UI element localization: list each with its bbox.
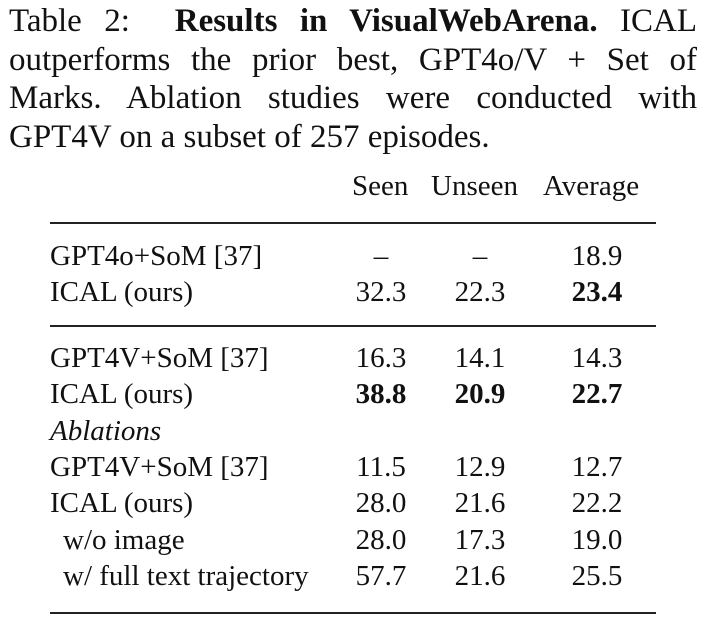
row-label: GPT4o+SoM [37] [50, 240, 263, 272]
table-caption: Table 2: Results in VisualWebArena. ICAL… [9, 2, 697, 156]
cell-seen: 57.7 [355, 560, 407, 592]
cell-average: 23.4 [571, 276, 623, 308]
caption-title: Results in VisualWebArena. [174, 3, 598, 39]
cell-average: 22.7 [571, 378, 623, 410]
cell-unseen: 12.9 [454, 451, 506, 483]
column-header-average: Average [543, 170, 640, 202]
section-header-row: Ablations [0, 413, 715, 449]
row-label: ICAL (ours) [50, 378, 194, 410]
row-label: w/ full text trajectory [63, 560, 309, 592]
cell-unseen: 17.3 [454, 524, 506, 556]
table-row: ICAL (ours) 32.3 22.3 23.4 [0, 274, 715, 310]
table-row: w/ full text trajectory 57.7 21.6 25.5 [0, 558, 715, 594]
mid-rule [50, 325, 656, 327]
cell-average: 14.3 [571, 342, 623, 374]
row-label: GPT4V+SoM [37] [50, 451, 269, 483]
bottom-rule [50, 612, 656, 614]
cell-average: 19.0 [571, 524, 623, 556]
cell-seen: 11.5 [356, 451, 406, 483]
cell-seen: 28.0 [355, 487, 407, 519]
cell-unseen: 22.3 [454, 276, 506, 308]
column-header-seen: Seen [352, 170, 409, 202]
cell-average: 18.9 [571, 240, 623, 272]
table-row: ICAL (ours) 28.0 21.6 22.2 [0, 485, 715, 521]
caption-text: ICAL outperforms the prior best, GPT4o/V… [9, 3, 698, 155]
column-header-unseen: Unseen [431, 170, 518, 202]
table-row: GPT4V+SoM [37] 11.5 12.9 12.7 [0, 449, 715, 485]
cell-unseen: 14.1 [454, 342, 506, 374]
cell-unseen: 20.9 [454, 378, 506, 410]
cell-average: 25.5 [571, 560, 623, 592]
top-rule [50, 222, 656, 224]
cell-seen: – [373, 240, 389, 272]
row-label: Ablations [50, 415, 162, 447]
cell-unseen: – [472, 240, 488, 272]
row-label: ICAL (ours) [50, 276, 194, 308]
cell-unseen: 21.6 [454, 487, 506, 519]
cell-seen: 28.0 [355, 524, 407, 556]
table-row: w/o image 28.0 17.3 19.0 [0, 522, 715, 558]
cell-unseen: 21.6 [454, 560, 506, 592]
cell-seen: 32.3 [355, 276, 407, 308]
row-label: ICAL (ours) [50, 487, 194, 519]
cell-average: 12.7 [571, 451, 623, 483]
table-row: GPT4o+SoM [37] – – 18.9 [0, 238, 715, 274]
caption-label: Table 2: [9, 3, 130, 39]
cell-seen: 16.3 [355, 342, 407, 374]
cell-seen: 38.8 [355, 378, 407, 410]
row-label: GPT4V+SoM [37] [50, 342, 269, 374]
row-label: w/o image [63, 524, 185, 556]
cell-average: 22.2 [571, 487, 623, 519]
table-row: ICAL (ours) 38.8 20.9 22.7 [0, 376, 715, 412]
table-row: GPT4V+SoM [37] 16.3 14.1 14.3 [0, 340, 715, 376]
